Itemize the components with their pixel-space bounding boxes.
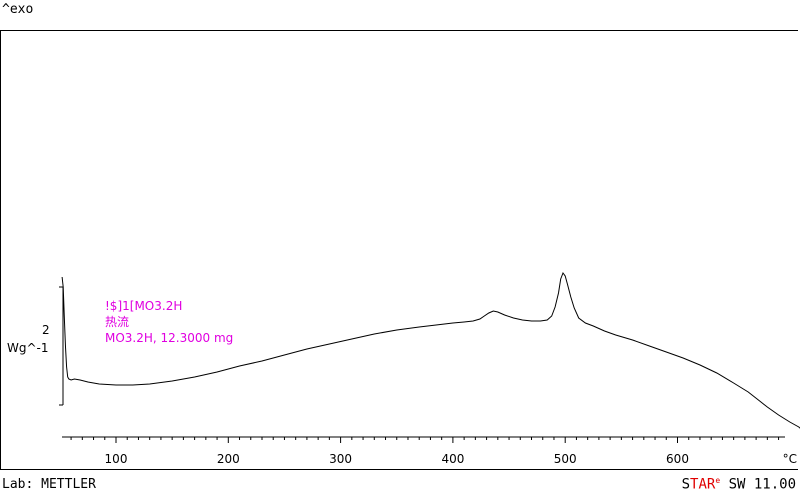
x-tick-label: 300 <box>329 452 352 466</box>
scale-bar <box>59 286 64 406</box>
brand-e: e <box>715 476 721 485</box>
legend-line-heatflow: 热流 <box>105 315 130 329</box>
brand-s: S <box>681 476 691 493</box>
scale-bar-value: 2 <box>42 323 50 337</box>
lab-label: Lab: METTLER <box>2 477 96 492</box>
series-group <box>61 271 800 429</box>
x-tick-label: 400 <box>441 452 464 466</box>
x-tick-label: °C <box>783 452 797 466</box>
legend: !$]1[MO3.2H 热流 MO3.2H, 12.3000 mg <box>105 298 233 346</box>
brand-version: SW 11.00 <box>720 476 796 493</box>
scale-bar-unit: Wg^-1 <box>7 341 49 355</box>
x-tick-label: 200 <box>217 452 240 466</box>
x-axis: 100 200 300 400 500 600 °C <box>62 436 797 466</box>
legend-line-code: !$]1[MO3.2H <box>105 299 183 313</box>
x-tick-label: 600 <box>666 452 689 466</box>
dsc-plot: 100 200 300 400 500 600 °C <box>59 271 800 466</box>
legend-line-sample: MO3.2H, 12.3000 mg <box>105 331 234 345</box>
software-brand: STARe SW 11.00 <box>682 476 796 493</box>
plot-frame <box>0 30 798 470</box>
x-tick-label: 100 <box>105 452 128 466</box>
exo-direction-label: ^exo <box>2 2 34 17</box>
series-line <box>61 271 800 429</box>
brand-tar: TAR <box>690 476 716 493</box>
x-tick-label: 500 <box>554 452 577 466</box>
